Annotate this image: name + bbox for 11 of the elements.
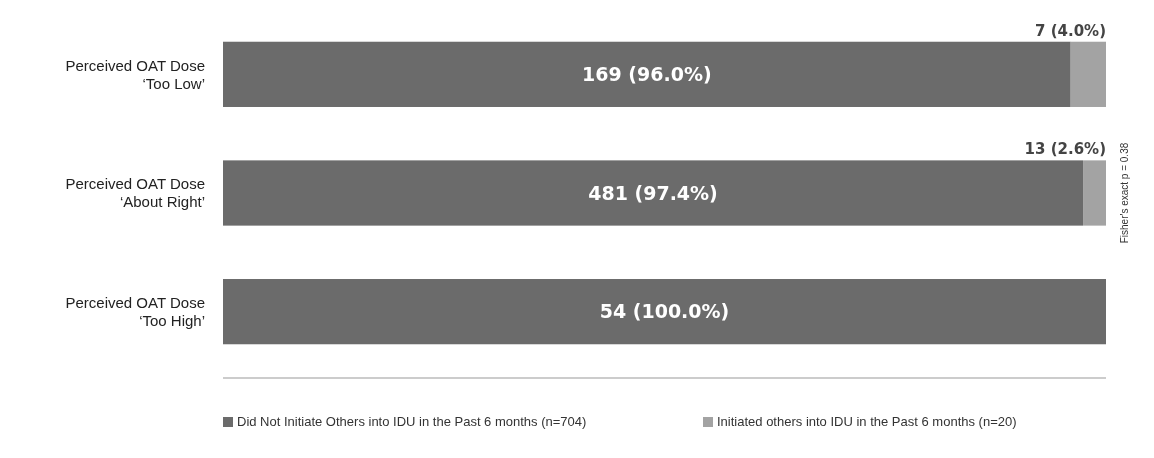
text: Fisher's exact p = 0.38 (1119, 142, 1130, 244)
y-tick-label: Perceived OAT Dose ‘Too High’ (65, 293, 205, 329)
legend-label: Initiated others into IDU in the Past 6 months (n=20) (717, 414, 1017, 429)
data-label: 7 (4.0%) (1035, 21, 1106, 40)
y-tick-label: Perceived OAT Dose ‘Too Low’ (65, 56, 205, 92)
y-tick-label: Perceived OAT Dose ‘About Right’ (65, 175, 205, 211)
data-label: 54 (100.0%) (599, 300, 730, 323)
data-label: 169 (96.0%) (582, 63, 712, 86)
data-label: 13 (2.6%) (1024, 140, 1106, 159)
data-label: 481 (97.4%) (588, 181, 718, 204)
legend-label: Did Not Initiate Others into IDU in the Past 6 months (n=704) (237, 414, 587, 429)
